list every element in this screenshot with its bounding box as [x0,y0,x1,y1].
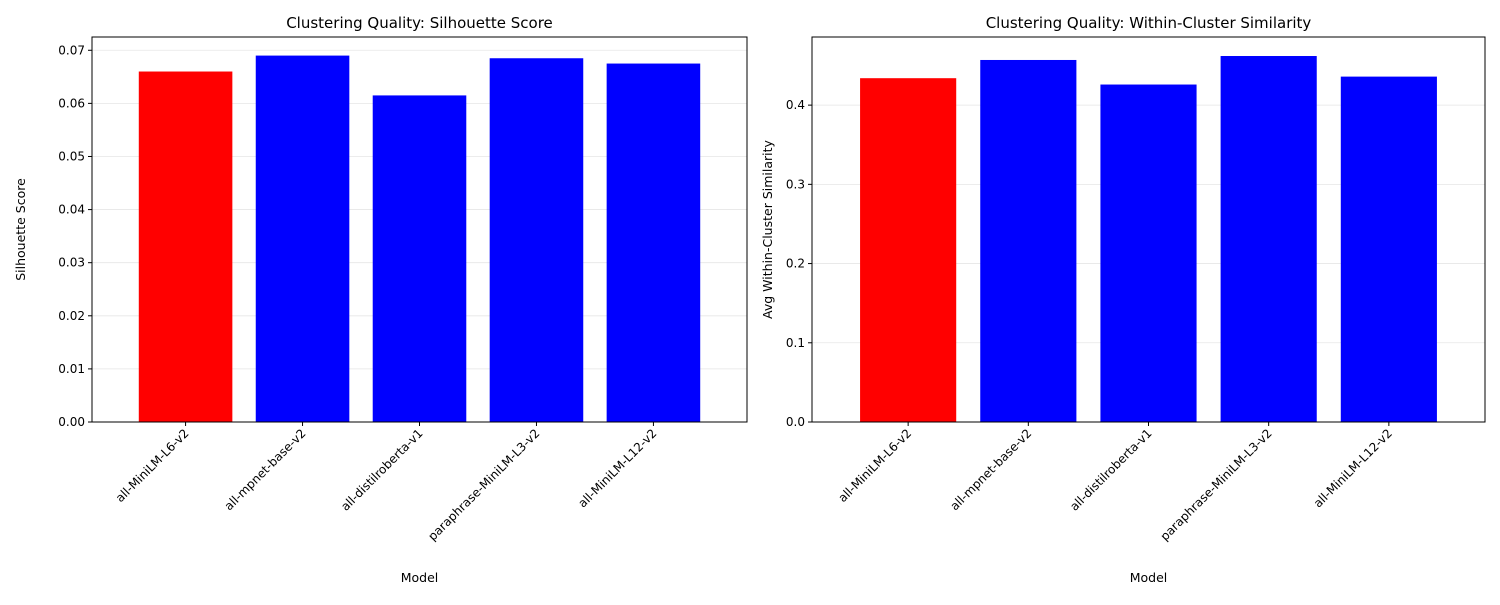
chart-title: Clustering Quality: Within-Cluster Simil… [986,14,1312,32]
x-axis-ticks: all-MiniLM-L6-v2 all-mpnet-base-v2 all-dis… [835,422,1395,543]
silhouette-chart: Clustering Quality: Silhouette Score Sil… [13,14,748,585]
bar [980,59,1077,422]
plot-frame [811,36,1486,423]
y-axis-label: Silhouette Score [13,178,28,281]
y-tick-label: 0.4 [786,98,805,112]
x-tick-label: paraphrase-MiniLM-L3-v2 [1158,426,1275,543]
x-tick-label: all-MiniLM-L6-v2 [835,426,914,505]
chart-title: Clustering Quality: Silhouette Score [286,14,553,32]
bar [255,55,350,422]
y-tick-label: 0.05 [58,149,85,163]
x-tick-label: all-MiniLM-L12-v2 [1311,426,1395,510]
x-tick-label: all-mpnet-base-v2 [947,426,1034,513]
bar [1100,84,1197,423]
bar [372,95,467,423]
y-tick-label: 0.0 [786,415,805,429]
y-tick-label: 0.3 [786,177,805,191]
x-tick-label: paraphrase-MiniLM-L3-v2 [425,426,542,543]
y-tick-label: 0.06 [58,96,85,110]
x-tick-label: all-MiniLM-L12-v2 [575,426,659,510]
y-tick-label: 0.01 [58,362,85,376]
x-axis-label: Model [1130,570,1168,585]
plot-frame [91,36,748,423]
x-axis-ticks: all-MiniLM-L6-v2 all-mpnet-base-v2 all-dis… [113,422,660,543]
bar [1220,56,1317,423]
bar [489,58,584,422]
x-tick-label: all-distilroberta-v1 [338,426,425,513]
y-axis-ticks: 0.0 0.1 0.2 0.3 0.4 [786,98,812,429]
y-tick-label: 0.07 [58,43,85,57]
y-tick-label: 0.2 [786,257,805,271]
y-tick-label: 0.00 [58,415,85,429]
bars [138,55,701,423]
bar [860,78,957,422]
bar [1340,76,1437,422]
x-tick-label: all-mpnet-base-v2 [222,426,309,513]
x-axis-label: Model [401,570,439,585]
x-tick-label: all-MiniLM-L6-v2 [113,426,192,505]
y-tick-label: 0.02 [58,309,85,323]
within-cluster-similarity-chart: Clustering Quality: Within-Cluster Simil… [760,14,1486,585]
y-tick-label: 0.03 [58,256,85,270]
y-tick-label: 0.1 [786,336,805,350]
y-axis-ticks: 0.00 0.01 0.02 0.03 0.04 0.05 0.06 0.07 [58,43,92,429]
x-tick-label: all-distilroberta-v1 [1067,426,1154,513]
bars [860,56,1437,423]
y-tick-label: 0.04 [58,203,85,217]
bar [606,63,701,422]
y-axis-label: Avg Within-Cluster Similarity [760,139,775,318]
bar [138,71,233,422]
